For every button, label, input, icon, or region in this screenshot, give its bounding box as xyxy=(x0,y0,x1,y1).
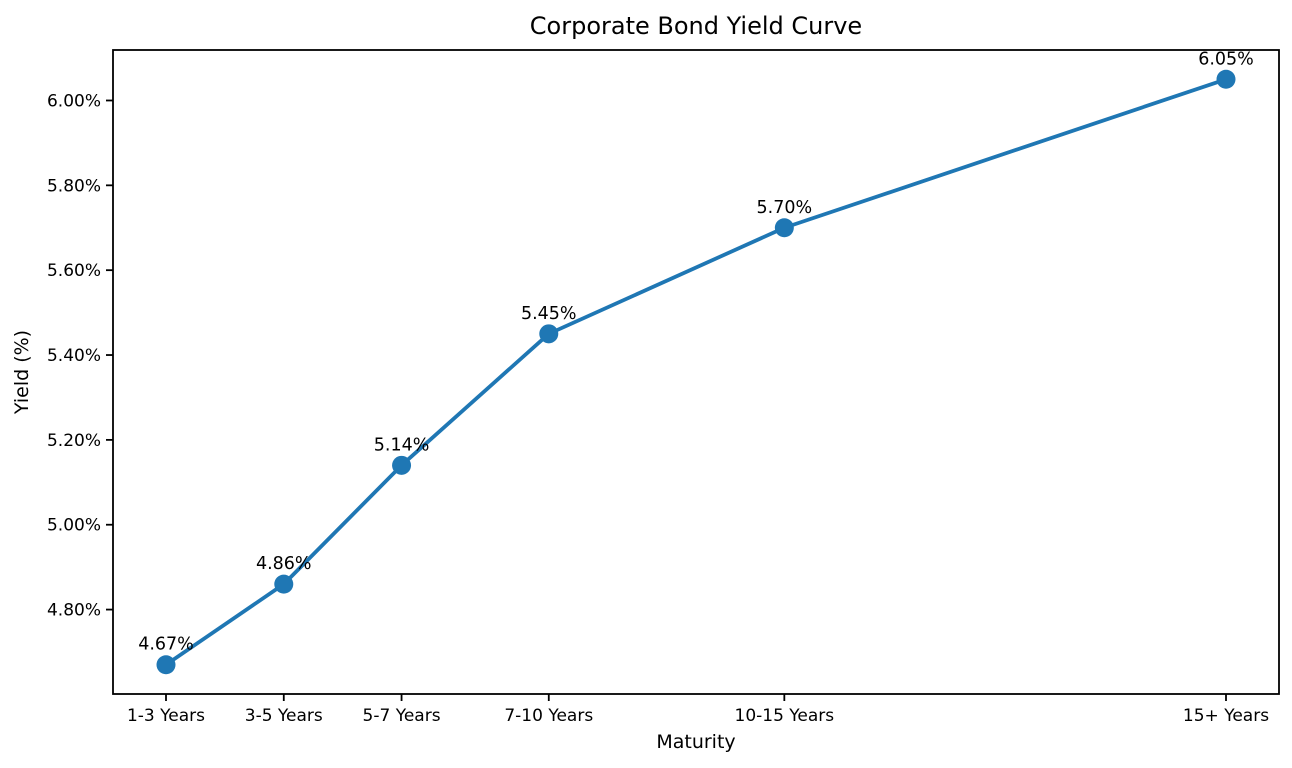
y-axis-tick-label: 5.40% xyxy=(47,346,101,366)
y-axis-tick-label: 5.60% xyxy=(47,261,101,281)
data-point-marker xyxy=(392,455,412,475)
y-axis-tick-label: 5.20% xyxy=(47,431,101,451)
chart-title: Corporate Bond Yield Curve xyxy=(530,12,862,40)
data-point-label: 4.86% xyxy=(256,554,312,574)
y-axis-title: Yield (%) xyxy=(11,330,33,415)
data-point-label: 4.67% xyxy=(138,635,194,655)
data-point-marker xyxy=(274,574,294,594)
plot-layer: 4.80% 5.00% 5.20% 5.40% 5.60% 5.80% 6.00% 1-3 Y… xyxy=(47,49,1280,726)
data-point-label: 5.45% xyxy=(521,304,577,324)
x-axis-tick-label: 15+ Years xyxy=(1183,706,1269,726)
data-point-label: 5.70% xyxy=(757,198,813,218)
data-point-marker xyxy=(539,324,559,344)
x-axis-title: Maturity xyxy=(656,731,735,753)
y-axis-tick-label: 6.00% xyxy=(47,91,101,111)
yield-curve-line xyxy=(164,77,1228,667)
x-axis-tick-label: 3-5 Years xyxy=(245,706,323,726)
data-point-marker xyxy=(774,218,794,238)
data-point-marker xyxy=(1216,69,1236,89)
data-point-label: 5.14% xyxy=(374,435,430,455)
y-axis-tick-label: 5.00% xyxy=(47,516,101,536)
x-axis-tick-label: 7-10 Years xyxy=(504,706,593,726)
plot-border xyxy=(112,49,1280,695)
x-axis-tick-label: 5-7 Years xyxy=(363,706,441,726)
data-point-marker xyxy=(156,655,176,675)
data-point-label: 6.05% xyxy=(1198,49,1254,69)
x-axis-tick-label: 1-3 Years xyxy=(127,706,205,726)
y-axis-tick-label: 4.80% xyxy=(47,601,101,621)
x-axis-tick-label: 10-15 Years xyxy=(735,706,835,726)
y-axis-tick-label: 5.80% xyxy=(47,176,101,196)
